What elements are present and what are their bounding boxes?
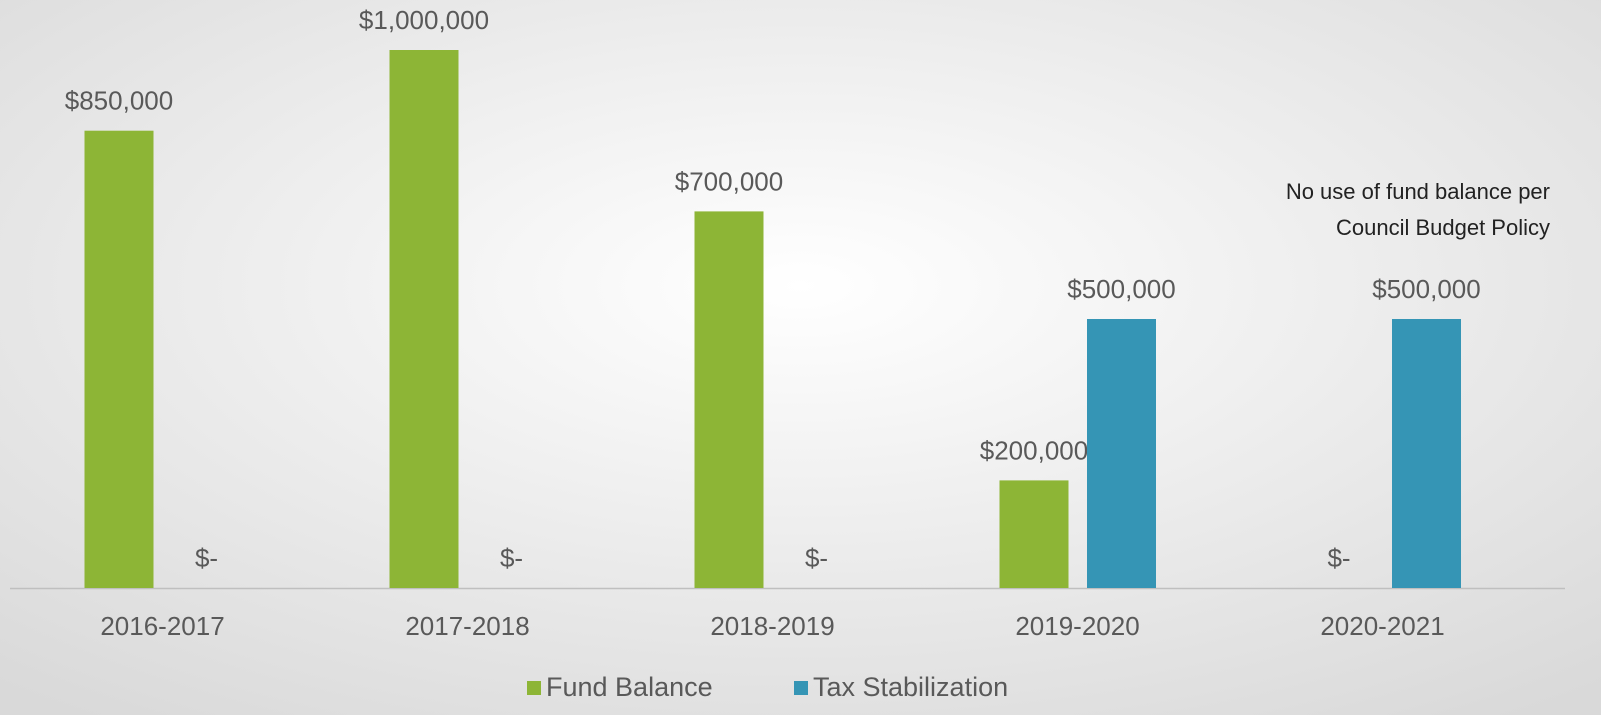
x-tick-label: 2016-2017 [100, 611, 224, 641]
value-label: $- [805, 543, 828, 573]
annotation: Council Budget Policy [1336, 215, 1550, 240]
annotation: No use of fund balance per [1286, 179, 1550, 204]
value-label: $1,000,000 [359, 5, 489, 35]
bar [389, 50, 459, 588]
value-label: $200,000 [980, 435, 1088, 465]
value-label: $500,000 [1372, 274, 1480, 304]
legend-swatch [527, 681, 541, 695]
x-tick-label: 2018-2019 [710, 611, 834, 641]
legend-swatch [794, 681, 808, 695]
bar [694, 211, 764, 588]
legend-label: Fund Balance [546, 672, 713, 702]
x-tick-label: 2020-2021 [1320, 611, 1444, 641]
value-label: $- [195, 543, 218, 573]
value-label: $850,000 [65, 86, 173, 116]
x-tick-label: 2017-2018 [405, 611, 529, 641]
value-label: $- [1327, 543, 1350, 573]
x-tick-label: 2019-2020 [1015, 611, 1139, 641]
bar [1087, 319, 1156, 588]
value-label: $- [500, 543, 523, 573]
bar [84, 130, 154, 588]
value-label: $500,000 [1067, 274, 1175, 304]
legend-label: Tax Stabilization [813, 672, 1008, 702]
bar [1392, 319, 1461, 588]
value-label: $700,000 [675, 166, 783, 196]
bar [999, 480, 1069, 588]
